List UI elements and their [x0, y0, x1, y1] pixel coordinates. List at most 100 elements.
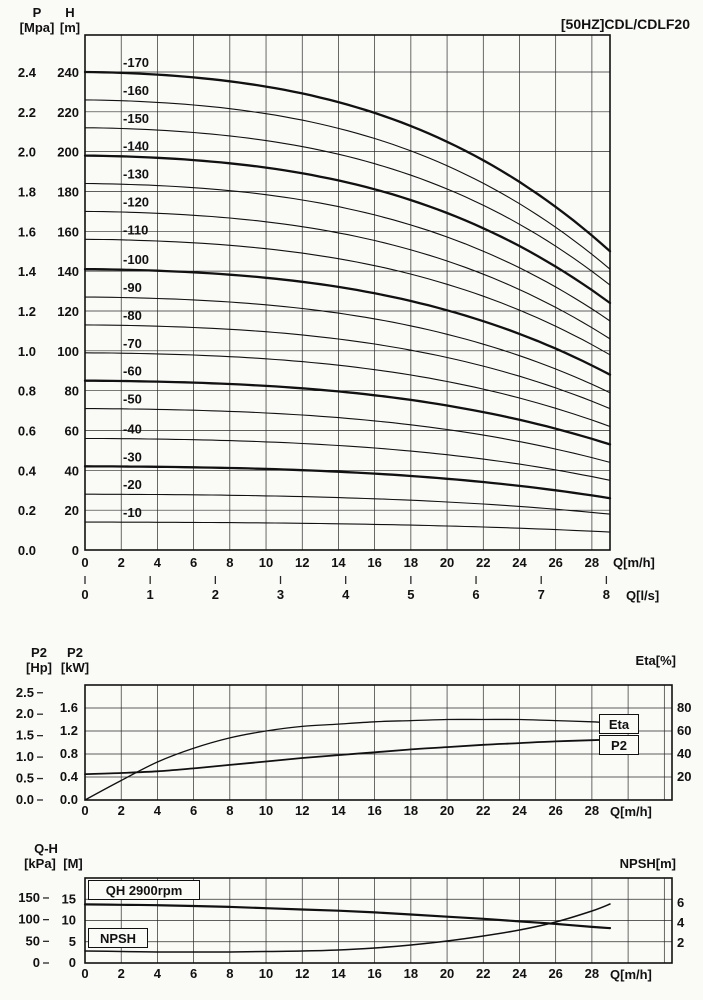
tick-label: 0.4: [60, 769, 79, 784]
q-m3h-axis-label-main: Q[m/h]: [613, 555, 655, 570]
p-axis-title-symbol: P: [32, 5, 42, 20]
tick-label: 22: [476, 966, 490, 981]
tick-label: 4: [677, 915, 685, 930]
tick-label: 1.0: [18, 344, 36, 359]
tick-label: 15: [62, 891, 76, 906]
curve-eta: [84, 718, 611, 801]
p2-kw-axis-title: P2 [kW]: [56, 645, 94, 675]
tick-label: -60: [123, 364, 142, 379]
p2-hp-unit: [Hp]: [26, 660, 52, 675]
head-curve-100: [83, 268, 612, 376]
head-curve-140: [83, 154, 612, 305]
tick-label: -130: [123, 167, 149, 182]
tick-label: 6: [677, 895, 684, 910]
p2-kw-symbol: P2: [67, 645, 83, 660]
tick-label: 28: [585, 555, 599, 570]
tick-label: 20: [440, 555, 454, 570]
tick-label: 20: [440, 966, 454, 981]
tick-label: 140: [57, 264, 79, 279]
tick-label: 6: [190, 966, 197, 981]
tick-label: 10: [259, 555, 273, 570]
tick-label: -110: [123, 222, 148, 237]
tick-label: -20: [123, 477, 142, 492]
tick-label: 7: [538, 587, 545, 602]
npsh-curve-label: NPSH: [99, 930, 137, 946]
qh-curve-label: QH 2900rpm: [105, 882, 183, 898]
tick-label: 22: [476, 555, 490, 570]
tick-label: 2.0: [18, 145, 36, 160]
tick-label: 4: [342, 587, 350, 602]
tick-label: 8: [226, 966, 233, 981]
tick-label: 14: [331, 966, 346, 981]
tick-label: 1.5: [16, 728, 34, 743]
tick-label: 1.6: [60, 700, 78, 715]
tick-label: 80: [677, 700, 691, 715]
p-axis-title: P [Mpa]: [16, 5, 58, 35]
head-curve-60: [83, 379, 612, 446]
tick-label: -70: [123, 336, 142, 351]
tick-label: 0.4: [18, 463, 37, 478]
eta-curve-label: Eta: [608, 716, 630, 732]
p2-hp-axis-title: P2 [Hp]: [22, 645, 56, 675]
npsh-axis-title: NPSH[m]: [619, 856, 676, 871]
eta-axis-title: Eta[%]: [635, 653, 676, 668]
tick-label: 4: [154, 555, 162, 570]
tick-label: 20: [65, 503, 79, 518]
tick-label: 0: [81, 587, 88, 602]
tick-label: 16: [367, 555, 381, 570]
p2-hp-symbol: P2: [31, 645, 47, 660]
tick-label: 60: [677, 723, 691, 738]
tick-label: -170: [123, 55, 149, 70]
tick-label: 160: [57, 224, 79, 239]
tick-label: 0.5: [16, 771, 34, 786]
tick-label: 0.0: [60, 792, 78, 807]
tick-label: 100: [57, 344, 79, 359]
tick-label: -150: [123, 111, 149, 126]
tick-label: 10: [259, 966, 273, 981]
tick-label: 0.2: [18, 503, 36, 518]
tick-label: -160: [123, 83, 149, 98]
tick-label: 2.2: [18, 105, 36, 120]
tick-label: -50: [123, 392, 142, 407]
head-curve-150: [84, 127, 611, 286]
tick-label: 60: [65, 423, 79, 438]
h-axis-title-symbol: H: [65, 5, 75, 20]
p2-curve-label-box: P2: [599, 735, 639, 755]
tick-label: 0: [81, 803, 88, 818]
tick-label: 0: [33, 955, 40, 970]
tick-label: 18: [404, 966, 418, 981]
tick-label: 4: [154, 803, 162, 818]
curve-npsh: [84, 903, 611, 953]
tick-label: 100: [18, 912, 40, 927]
kpa-axis-unit: [kPa]: [24, 856, 56, 871]
p-axis-title-unit: [Mpa]: [19, 20, 55, 35]
tick-label: 0: [72, 543, 79, 558]
q-ls-axis-label: Q[l/s]: [626, 588, 660, 603]
head-curve-40: [84, 437, 611, 481]
p2-kw-unit: [kW]: [60, 660, 90, 675]
tick-label: 1.2: [18, 304, 36, 319]
tick-label: 2.5: [16, 685, 34, 700]
chart-title: [50HZ]CDL/CDLF20: [560, 16, 690, 32]
tick-label: 4: [154, 966, 162, 981]
tick-label: 40: [677, 746, 691, 761]
tick-label: 0.8: [18, 384, 36, 399]
tick-label: 0: [81, 555, 88, 570]
tick-label: 0: [81, 966, 88, 981]
tick-label: 0.0: [18, 543, 36, 558]
head-curve-80: [84, 324, 611, 410]
tick-label: 1: [147, 587, 154, 602]
tick-label: 2: [677, 935, 684, 950]
tick-label: 240: [57, 65, 79, 80]
tick-label: 8: [226, 555, 233, 570]
m-axis-unit: [M]: [63, 856, 83, 871]
tick-label: -140: [123, 139, 149, 154]
tick-label: 1.2: [60, 723, 78, 738]
h-axis-title-unit: [m]: [59, 20, 81, 35]
head-curve-90: [84, 296, 611, 394]
tick-label: 2: [118, 803, 125, 818]
tick-label: 16: [367, 803, 381, 818]
npsh-curve-label-box: NPSH: [88, 928, 148, 948]
